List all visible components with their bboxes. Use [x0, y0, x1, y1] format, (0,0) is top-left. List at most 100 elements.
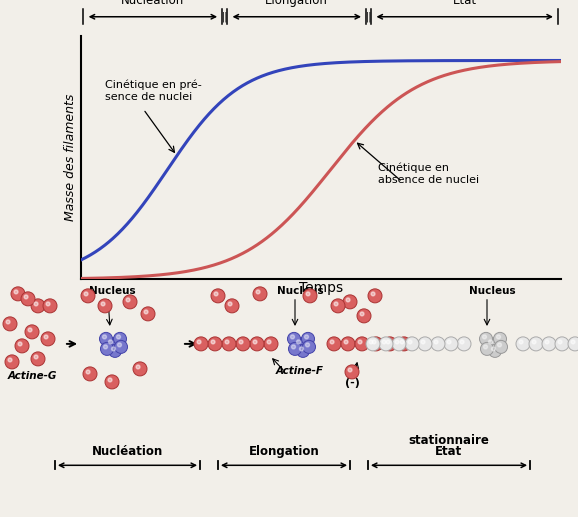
Circle shape — [126, 298, 130, 302]
Circle shape — [494, 332, 506, 345]
Circle shape — [28, 328, 32, 332]
Circle shape — [31, 352, 45, 366]
Circle shape — [81, 289, 95, 303]
Circle shape — [25, 325, 39, 339]
Circle shape — [392, 337, 406, 351]
Text: Nucléation: Nucléation — [92, 445, 163, 458]
Circle shape — [34, 355, 38, 359]
Text: stationnaire: stationnaire — [409, 434, 490, 447]
Circle shape — [302, 340, 316, 354]
Circle shape — [294, 338, 306, 351]
Circle shape — [11, 287, 25, 301]
Circle shape — [113, 332, 127, 345]
Circle shape — [488, 344, 502, 357]
Circle shape — [484, 345, 487, 349]
Y-axis label: Masse des filaments: Masse des filaments — [64, 94, 77, 221]
Circle shape — [228, 302, 232, 306]
Circle shape — [345, 365, 359, 379]
X-axis label: Temps: Temps — [299, 281, 343, 295]
Circle shape — [144, 310, 148, 314]
Circle shape — [287, 332, 301, 345]
Circle shape — [344, 340, 348, 344]
Circle shape — [519, 340, 523, 344]
Circle shape — [341, 337, 355, 351]
Circle shape — [495, 340, 507, 354]
Circle shape — [239, 340, 243, 344]
Circle shape — [253, 287, 267, 301]
Circle shape — [99, 332, 113, 345]
Text: ||: || — [365, 11, 372, 22]
Circle shape — [571, 340, 575, 344]
Circle shape — [346, 298, 350, 302]
Circle shape — [382, 340, 386, 344]
Circle shape — [3, 317, 17, 331]
Circle shape — [86, 370, 90, 374]
Text: Elongation: Elongation — [249, 445, 320, 458]
Circle shape — [14, 290, 18, 294]
Circle shape — [236, 337, 250, 351]
Circle shape — [434, 340, 438, 344]
Circle shape — [480, 342, 494, 355]
Circle shape — [288, 342, 302, 355]
Circle shape — [44, 335, 48, 339]
Circle shape — [498, 343, 502, 347]
Circle shape — [483, 335, 487, 339]
Circle shape — [225, 299, 239, 313]
Text: Actine-F: Actine-F — [276, 366, 324, 376]
Circle shape — [105, 375, 119, 389]
Circle shape — [568, 337, 578, 351]
Circle shape — [102, 335, 106, 339]
Text: Actine-G: Actine-G — [8, 371, 57, 381]
Circle shape — [21, 292, 35, 306]
Circle shape — [366, 337, 380, 351]
Circle shape — [360, 312, 364, 316]
Circle shape — [299, 347, 303, 351]
Circle shape — [306, 343, 309, 347]
Circle shape — [355, 337, 369, 351]
Circle shape — [348, 368, 352, 372]
Circle shape — [133, 362, 147, 376]
Circle shape — [264, 337, 278, 351]
Circle shape — [421, 340, 425, 344]
Circle shape — [368, 289, 382, 303]
Circle shape — [297, 340, 301, 344]
Circle shape — [98, 299, 112, 313]
Circle shape — [491, 347, 495, 351]
Circle shape — [372, 340, 376, 344]
Circle shape — [408, 340, 412, 344]
Circle shape — [197, 340, 201, 344]
Circle shape — [31, 299, 45, 313]
Text: (-): (-) — [344, 378, 360, 388]
Circle shape — [211, 340, 215, 344]
Circle shape — [379, 337, 393, 351]
Circle shape — [486, 338, 498, 351]
Circle shape — [395, 340, 399, 344]
Circle shape — [15, 339, 29, 353]
Circle shape — [303, 289, 317, 303]
Text: Cinétique en
absence de nuclei: Cinétique en absence de nuclei — [379, 162, 480, 185]
Circle shape — [305, 335, 309, 339]
Circle shape — [480, 332, 492, 345]
Circle shape — [291, 345, 295, 349]
Circle shape — [250, 337, 264, 351]
Circle shape — [327, 337, 341, 351]
Circle shape — [431, 337, 445, 351]
Circle shape — [358, 340, 362, 344]
Text: Cinétique en pré-
sence de nuclei: Cinétique en pré- sence de nuclei — [105, 80, 202, 102]
Circle shape — [225, 340, 229, 344]
Circle shape — [383, 337, 397, 351]
Circle shape — [114, 340, 128, 354]
Circle shape — [253, 340, 257, 344]
Circle shape — [330, 340, 334, 344]
Circle shape — [106, 338, 118, 351]
Circle shape — [18, 342, 22, 346]
Circle shape — [369, 340, 373, 344]
Circle shape — [532, 340, 536, 344]
Circle shape — [101, 342, 113, 355]
Circle shape — [291, 335, 295, 339]
Circle shape — [558, 340, 562, 344]
Circle shape — [108, 378, 112, 382]
Circle shape — [41, 332, 55, 346]
Circle shape — [405, 337, 419, 351]
Circle shape — [109, 344, 121, 357]
